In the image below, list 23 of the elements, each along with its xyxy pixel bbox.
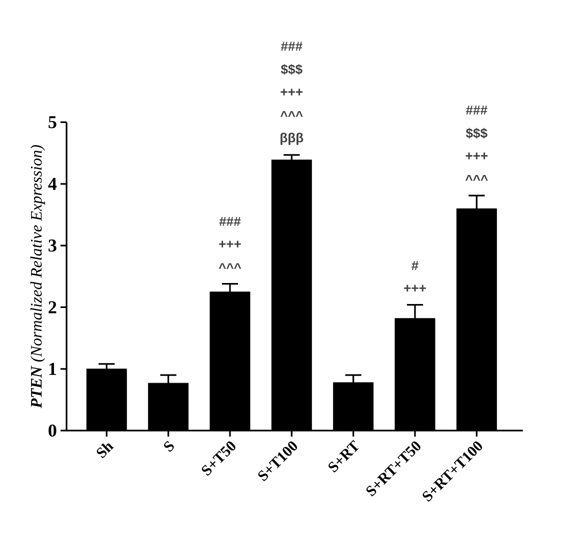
text: ^^^ (280, 111, 303, 117)
annotation: ^^^ (465, 174, 488, 181)
x-tick-label: Sh (96, 443, 114, 458)
annotation: # (412, 260, 418, 270)
text: ### (466, 106, 488, 114)
annotation: +++ (466, 152, 488, 160)
y-tick-label: 0 (48, 424, 56, 437)
annotation: +++ (404, 284, 426, 292)
text: ### (280, 42, 302, 51)
x-tick-label: S (164, 440, 174, 452)
annotation: ^^^ (218, 263, 242, 269)
annotation: ### (219, 216, 241, 226)
y-tick-label: 2 (48, 301, 56, 314)
annotation: βββ (280, 132, 304, 145)
text: $$$ (280, 64, 302, 75)
y-tick-label: 5 (48, 116, 56, 128)
y-tick-label: 4 (48, 178, 57, 190)
annotation: +++ (219, 240, 241, 248)
text: +++ (280, 88, 303, 96)
y-axis-title: PTEN (Normalized Relative Expression) (30, 144, 46, 408)
annotation: $$$ (466, 128, 488, 138)
y-tick-label: 1 (49, 362, 56, 375)
y-tick-label: 3 (48, 239, 56, 252)
